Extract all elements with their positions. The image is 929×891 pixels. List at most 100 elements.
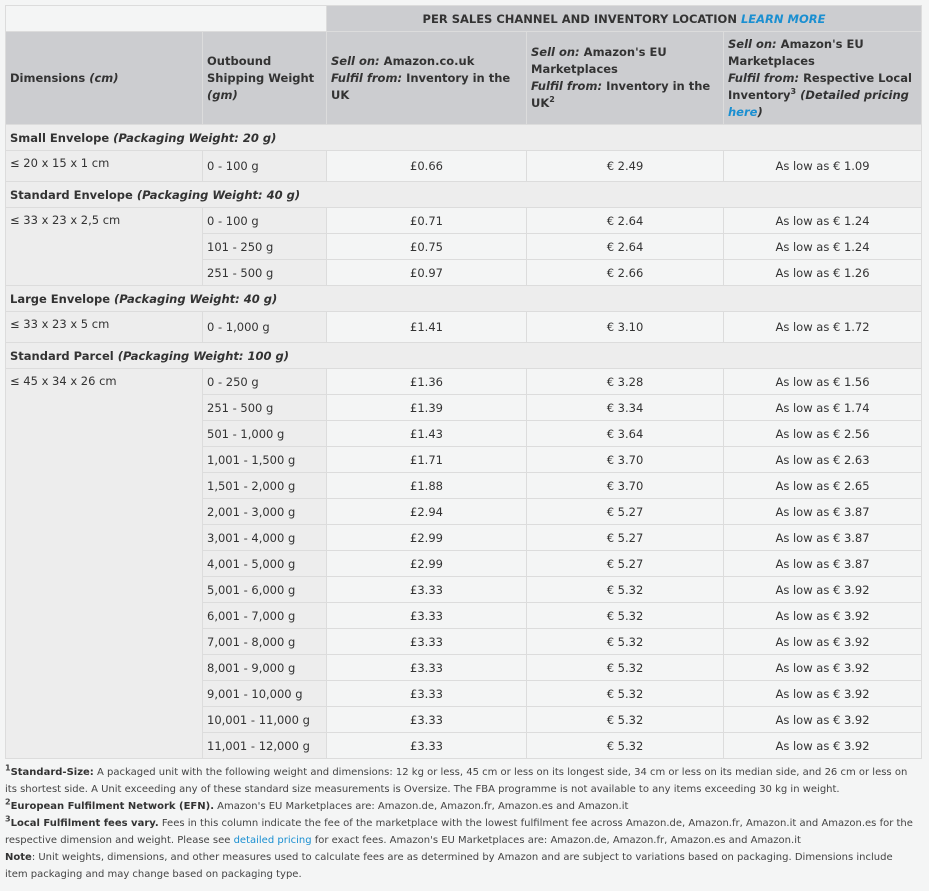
weight-cell: 0 - 250 g (202, 368, 327, 395)
local-fee-cell: As low as € 1.24 (722, 207, 923, 234)
section-title: Standard Parcel (Packaging Weight: 100 g… (4, 342, 923, 369)
weight-cell: 101 - 250 g (202, 233, 327, 260)
table-row: 8,001 - 9,000 g £3.33 € 5.32 As low as € 3.… (6, 654, 923, 681)
fees-body: Small Envelope (Packaging Weight: 20 g) ≤… (4, 124, 923, 759)
footnote-2: 2European Fulfilment Network (EFN). Amaz… (5, 797, 629, 812)
header-channel-title: PER SALES CHANNEL AND INVENTORY LOCATION… (325, 5, 923, 32)
table-row: ≤ 20 x 15 x 1 cm 0 - 100 g £0.66 € 2.49 As l… (5, 150, 923, 182)
weight-cell: 7,001 - 8,000 g (202, 628, 327, 655)
eu-fee-cell: € 3.34 (526, 394, 724, 421)
section-row: Small Envelope (Packaging Weight: 20 g) (4, 124, 923, 151)
uk-fee-cell: £3.33 (326, 654, 527, 681)
uk-fee-cell: £0.71 (326, 207, 527, 234)
local-fee-cell: As low as € 3.92 (722, 706, 923, 733)
uk-fee-cell: £1.41 (326, 311, 527, 343)
section-row: Large Envelope (Packaging Weight: 40 g) (4, 285, 923, 312)
header-uk: Sell on: Amazon.co.uk Fulfil from: Inven… (326, 31, 527, 125)
table-row: 3,001 - 4,000 g £2.99 € 5.27 As low as € 3.… (6, 524, 923, 551)
local-fee-cell: As low as € 1.09 (722, 150, 923, 182)
section-title: Small Envelope (Packaging Weight: 20 g) (4, 124, 923, 151)
local-fee-cell: As low as € 1.24 (722, 233, 923, 260)
uk-fee-cell: £3.33 (326, 680, 527, 707)
weight-cell: 2,001 - 3,000 g (202, 498, 327, 525)
eu-fee-cell: € 5.32 (526, 602, 724, 629)
uk-fee-cell: £3.33 (326, 576, 527, 603)
section-title: Standard Envelope (Packaging Weight: 40 … (4, 181, 923, 208)
weight-cell: 251 - 500 g (202, 259, 327, 286)
table-row: 7,001 - 8,000 g £3.33 € 5.32 As low as € 3.… (6, 628, 923, 655)
table-row: 251 - 500 g £0.97 € 2.66 As low as € 1.26 (6, 259, 923, 286)
section-row: Standard Parcel (Packaging Weight: 100 g… (4, 342, 923, 369)
uk-fee-cell: £1.71 (326, 446, 527, 473)
detailed-pricing-here-link[interactable]: here (728, 104, 758, 119)
weight-cell: 501 - 1,000 g (202, 420, 327, 447)
weight-cell: 9,001 - 10,000 g (202, 680, 327, 707)
uk-fee-cell: £1.39 (326, 394, 527, 421)
header-weight: Outbound Shipping Weight (gm) (202, 31, 327, 125)
local-fee-cell: As low as € 3.92 (722, 576, 923, 603)
weight-cell: 1,001 - 1,500 g (202, 446, 327, 473)
header-empty-cell (5, 5, 327, 32)
local-fee-cell: As low as € 1.74 (722, 394, 923, 421)
footnotes: 1Standard-Size: A packaged unit with the… (5, 764, 917, 883)
local-fee-cell: As low as € 3.87 (722, 524, 923, 551)
dimension-cell: ≤ 33 x 23 x 5 cm (5, 311, 203, 343)
dimension-cell: ≤ 33 x 23 x 2,5 cm (5, 207, 203, 286)
table-row: ≤ 45 x 34 x 26 cm 0 - 250 g £1.36 € 3.28 As … (5, 368, 923, 759)
uk-fee-cell: £2.99 (326, 524, 527, 551)
local-fee-cell: As low as € 2.56 (722, 420, 923, 447)
local-fee-cell: As low as € 3.92 (722, 732, 923, 759)
weight-cell: 6,001 - 7,000 g (202, 602, 327, 629)
local-fee-cell: As low as € 3.92 (722, 654, 923, 681)
table-row: 251 - 500 g £1.39 € 3.34 As low as € 1.74 (6, 394, 923, 421)
footnote-note: Note: Unit weights, dimensions, and othe… (5, 852, 893, 880)
learn-more-link[interactable]: LEARN MORE (740, 11, 826, 26)
uk-fee-cell: £1.88 (326, 472, 527, 499)
eu-fee-cell: € 5.27 (526, 524, 724, 551)
weight-cell: 0 - 1,000 g (202, 311, 327, 343)
local-fee-cell: As low as € 2.65 (722, 472, 923, 499)
dimension-cell: ≤ 45 x 34 x 26 cm (5, 368, 203, 759)
eu-fee-cell: € 5.32 (526, 732, 724, 759)
table-row: 5,001 - 6,000 g £3.33 € 5.32 As low as € 3.… (6, 576, 923, 603)
section-title: Large Envelope (Packaging Weight: 40 g) (4, 285, 923, 312)
uk-fee-cell: £3.33 (326, 706, 527, 733)
eu-fee-cell: € 5.32 (526, 680, 724, 707)
uk-fee-cell: £2.94 (326, 498, 527, 525)
footnote-3: 3Local Fulfilment fees vary. Fees in thi… (5, 814, 913, 846)
weight-cell: 5,001 - 6,000 g (202, 576, 327, 603)
local-fee-cell: As low as € 3.92 (722, 602, 923, 629)
detailed-pricing-link[interactable]: detailed pricing (233, 835, 312, 846)
eu-fee-cell: € 3.28 (526, 368, 724, 395)
weight-cell: 0 - 100 g (202, 150, 327, 182)
local-fee-cell: As low as € 2.63 (722, 446, 923, 473)
uk-fee-cell: £0.75 (326, 233, 527, 260)
eu-fee-cell: € 2.49 (526, 150, 724, 182)
weight-cell: 10,001 - 11,000 g (202, 706, 327, 733)
local-fee-cell: As low as € 3.92 (722, 628, 923, 655)
local-fee-cell: As low as € 3.92 (722, 680, 923, 707)
table-row: ≤ 33 x 23 x 2,5 cm 0 - 100 g £0.71 € 2.64 As… (5, 207, 923, 286)
eu-fee-cell: € 5.27 (526, 550, 724, 577)
section-row: Standard Envelope (Packaging Weight: 40 … (4, 181, 923, 208)
local-fee-cell: As low as € 1.56 (722, 368, 923, 395)
weight-cell: 3,001 - 4,000 g (202, 524, 327, 551)
table-row: 11,001 - 12,000 g £3.33 € 5.32 As low as € … (6, 732, 923, 759)
eu-fee-cell: € 5.32 (526, 576, 724, 603)
weight-cell: 11,001 - 12,000 g (202, 732, 327, 759)
weight-cell: 1,501 - 2,000 g (202, 472, 327, 499)
table-row: 101 - 250 g £0.75 € 2.64 As low as € 1.24 (6, 233, 923, 260)
local-fee-cell: As low as € 3.87 (722, 498, 923, 525)
table-row: 9,001 - 10,000 g £3.33 € 5.32 As low as € 3… (6, 680, 923, 707)
uk-fee-cell: £3.33 (326, 602, 527, 629)
weight-cell: 4,001 - 5,000 g (202, 550, 327, 577)
table-row: 1,001 - 1,500 g £1.71 € 3.70 As low as € 2.… (6, 446, 923, 473)
table-row: 2,001 - 3,000 g £2.94 € 5.27 As low as € 3.… (6, 498, 923, 525)
table-row: ≤ 33 x 23 x 5 cm 0 - 1,000 g £1.41 € 3.10 As… (5, 311, 923, 343)
uk-fee-cell: £0.97 (326, 259, 527, 286)
uk-fee-cell: £2.99 (326, 550, 527, 577)
eu-fee-cell: € 5.32 (526, 706, 724, 733)
dimension-cell: ≤ 20 x 15 x 1 cm (5, 150, 203, 182)
eu-fee-cell: € 3.70 (526, 446, 724, 473)
uk-fee-cell: £1.43 (326, 420, 527, 447)
